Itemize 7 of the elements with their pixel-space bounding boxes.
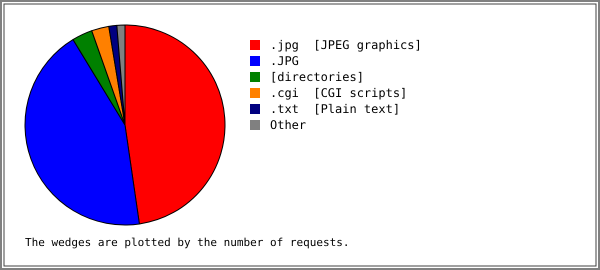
legend-label: .jpg [JPEG graphics] [270,38,422,52]
legend-label: .cgi [CGI scripts] [270,86,408,100]
legend-label: [directories] [270,70,364,84]
legend-label: Other [270,118,306,132]
text: The wedges are plotted by the number of requests. [25,236,350,249]
legend-label: .JPG [270,54,299,68]
legend-label: .txt [Plain text] [270,102,400,116]
